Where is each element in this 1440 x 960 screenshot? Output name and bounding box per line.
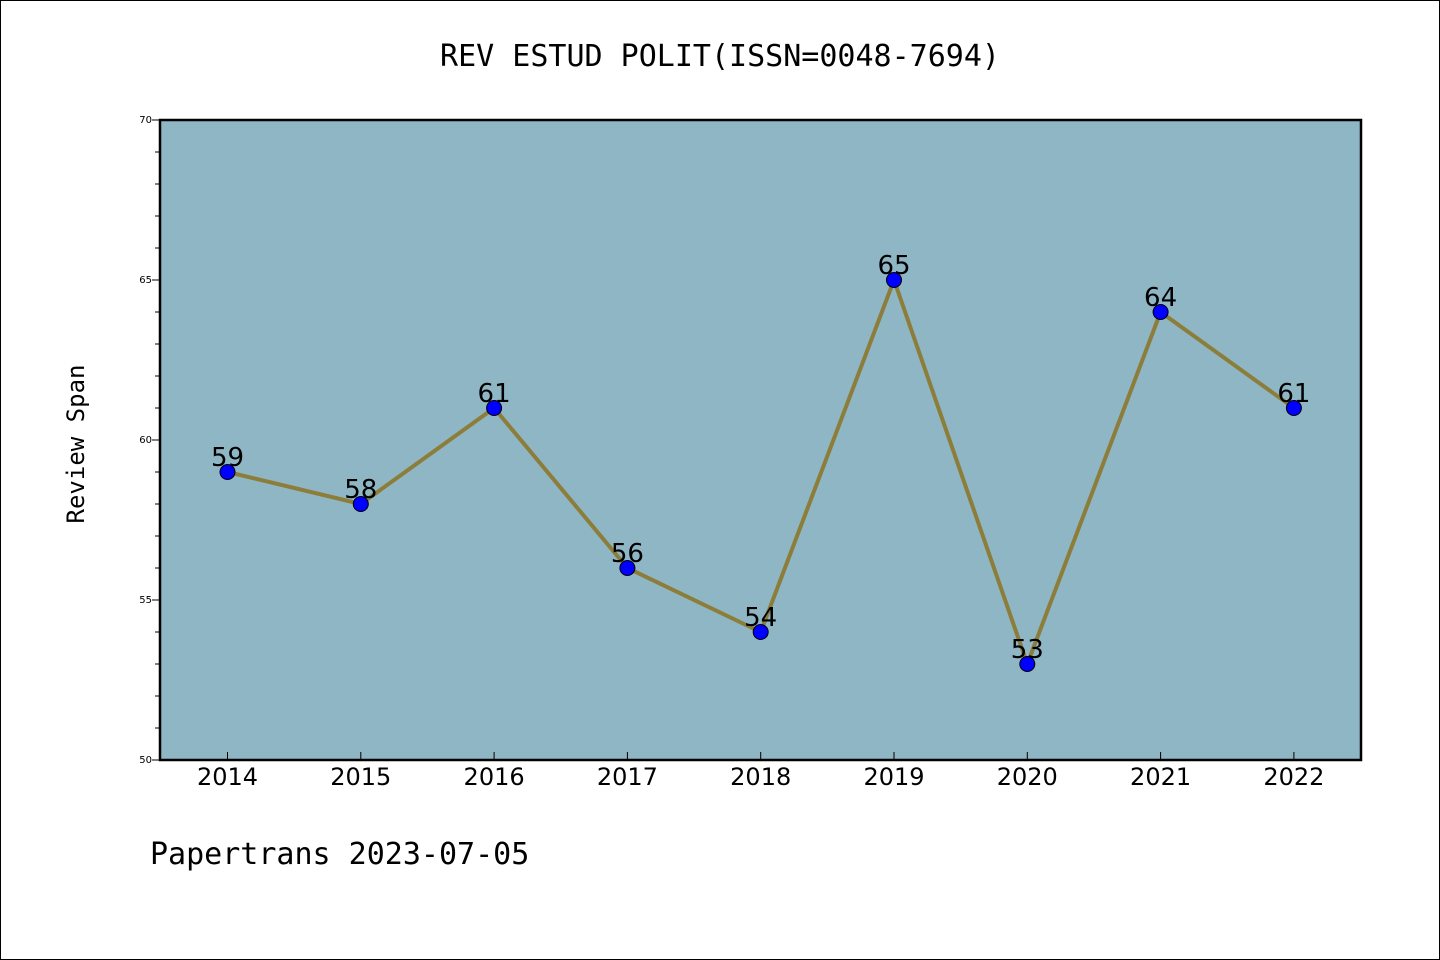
- x-tick-label: 2022: [1263, 763, 1324, 791]
- x-tick-label: 2015: [330, 763, 391, 791]
- x-tick-label: 2017: [597, 763, 658, 791]
- x-tick-label: 2021: [1130, 763, 1191, 791]
- x-tick-label: 2020: [997, 763, 1058, 791]
- data-point: [486, 400, 503, 416]
- data-labels: 59 58 61 56 54 65 53 64 61: [211, 251, 1310, 665]
- plot-area: [160, 120, 1361, 760]
- y-tick-label: 50: [139, 755, 152, 766]
- x-tick-label: 2019: [863, 763, 924, 791]
- data-label: 61: [1277, 379, 1310, 409]
- data-point: [886, 272, 902, 288]
- data-label: 59: [211, 443, 244, 473]
- y-tick-label: 60: [139, 435, 152, 446]
- data-label: 56: [611, 539, 644, 569]
- x-tick-label: 2014: [197, 763, 258, 791]
- data-point: [752, 624, 769, 640]
- data-label: 54: [744, 603, 777, 633]
- data-point: [1285, 400, 1302, 416]
- y-axis-ticks: 50 55 60 65 70: [139, 115, 160, 766]
- y-tick-label: 70: [139, 115, 152, 126]
- series-line-group: [219, 272, 1302, 672]
- data-label: 61: [478, 379, 511, 409]
- y-axis-label: Review Span: [62, 365, 90, 524]
- data-label: 64: [1144, 283, 1177, 313]
- data-label: 58: [344, 475, 377, 505]
- y-tick-label: 55: [139, 595, 152, 606]
- data-point: [219, 464, 236, 480]
- x-axis-ticks: 2014 2015 2016 2017 2018 2019 2020 2021 2022: [197, 752, 1324, 791]
- x-tick-label: 2016: [464, 763, 525, 791]
- chart-title: REV ESTUD POLIT(ISSN=0048-7694): [440, 39, 1000, 74]
- footer-text: Papertrans 2023-07-05: [150, 837, 529, 872]
- data-point: [619, 560, 636, 576]
- data-label: 65: [877, 251, 910, 281]
- data-point: [352, 496, 369, 512]
- y-tick-label: 65: [139, 275, 152, 286]
- data-point: [1152, 304, 1169, 320]
- data-label: 53: [1011, 635, 1044, 665]
- plot-border: [158, 118, 1363, 762]
- data-point: [1019, 656, 1036, 672]
- x-tick-label: 2018: [730, 763, 791, 791]
